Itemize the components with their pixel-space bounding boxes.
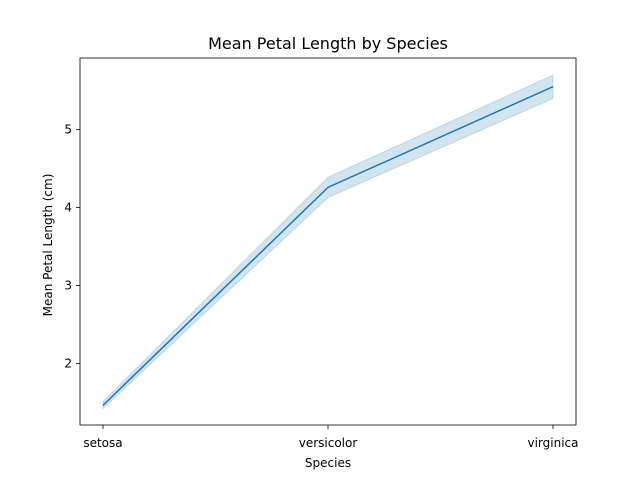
x-axis-label: Species — [305, 456, 351, 470]
y-tick-label-3: 3 — [64, 279, 72, 293]
x-tick-label-virginica: virginica — [528, 436, 579, 450]
x-tick-label-setosa: setosa — [83, 436, 122, 450]
plot-area: setosa versicolor virginica 2 3 4 5 — [64, 57, 579, 450]
confidence-band — [102, 74, 554, 410]
chart-title: Mean Petal Length by Species — [208, 34, 448, 53]
y-axis-label: Mean Petal Length (cm) — [41, 174, 55, 317]
y-tick-label-5: 5 — [64, 123, 72, 137]
y-tick-label-2: 2 — [64, 356, 72, 370]
x-tick-label-versicolor: versicolor — [299, 436, 358, 450]
y-tick-label-4: 4 — [64, 201, 72, 215]
series-line — [102, 85, 554, 406]
